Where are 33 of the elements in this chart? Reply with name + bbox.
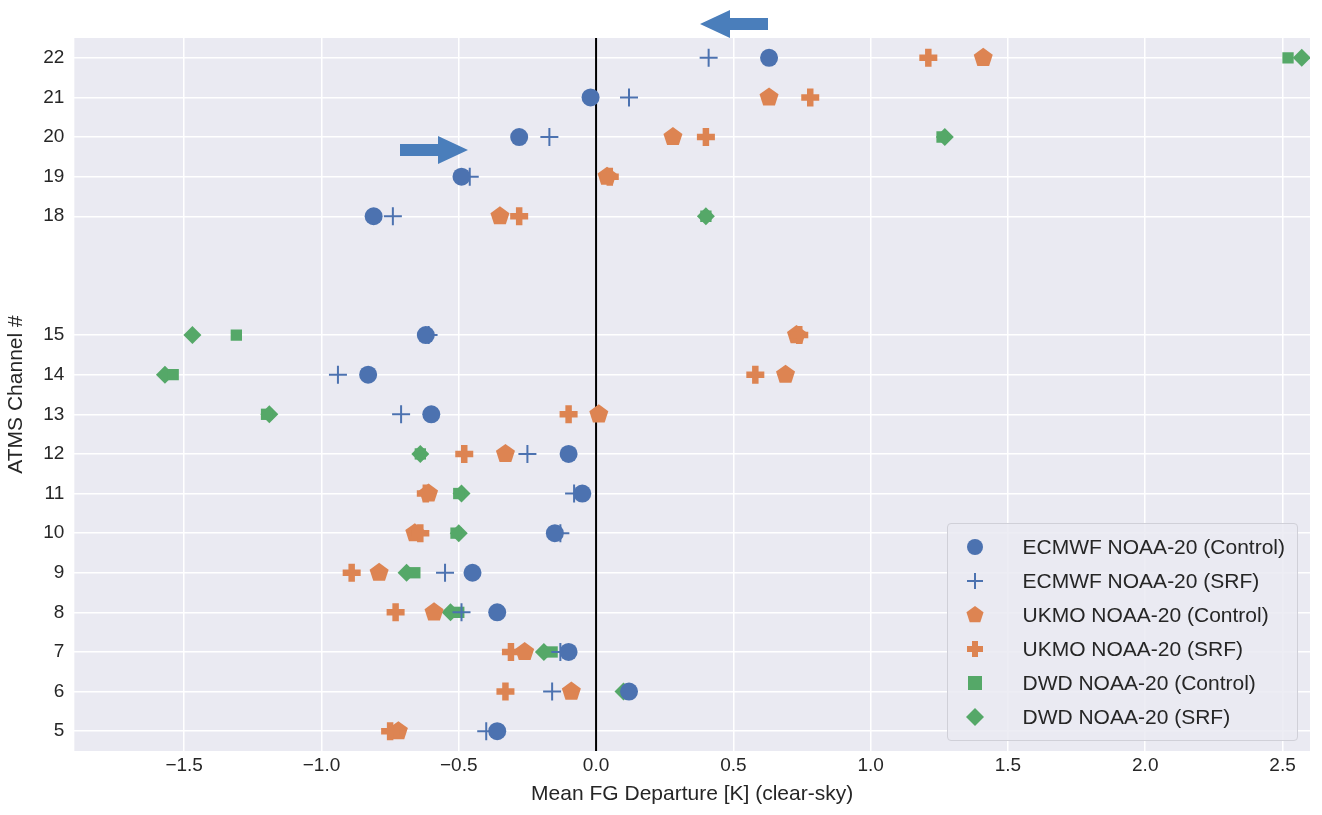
x-tick-label: 0.0 [582,753,610,775]
y-tick-label: 20 [43,125,65,147]
legend-label: UKMO NOAA-20 (Control) [1022,603,1269,627]
y-tick-label: 15 [43,323,65,345]
x-tick-label: 1.0 [857,753,884,775]
x-tick-label: 2.0 [1132,753,1159,775]
x-axis-title: Mean FG Departure [K] (clear-sky) [531,781,854,805]
legend-label: ECMWF NOAA-20 (Control) [1022,535,1285,559]
x-tick-label: −1.5 [165,753,203,775]
x-tick-label: 1.5 [994,753,1022,775]
y-tick-label: 21 [43,85,65,107]
y-tick-label: 13 [43,402,65,424]
y-tick-label: 19 [43,164,65,186]
legend-label: DWD NOAA-20 (Control) [1022,671,1256,695]
y-tick-label: 12 [43,442,65,464]
y-tick-label: 6 [53,679,65,701]
y-tick-label: 18 [43,204,65,226]
legend-label: DWD NOAA-20 (SRF) [1022,705,1231,729]
x-tick-label: −1.0 [302,753,341,775]
legend-label: UKMO NOAA-20 (SRF) [1022,637,1243,661]
legend-label: ECMWF NOAA-20 (SRF) [1022,569,1260,593]
y-tick-label: 14 [43,362,65,384]
x-tick-label: 2.5 [1269,753,1296,775]
x-tick-label: 0.5 [720,753,747,775]
y-tick-label: 22 [43,46,65,68]
y-tick-label: 9 [53,560,65,582]
y-tick-label: 7 [53,640,65,662]
x-tick-label: −0.5 [440,753,478,775]
y-tick-label: 5 [53,719,65,741]
y-tick-label: 8 [53,600,65,622]
y-tick-label: 11 [44,481,65,503]
y-axis-title: ATMS Channel # [3,315,27,474]
y-tick-label: 10 [43,521,65,543]
